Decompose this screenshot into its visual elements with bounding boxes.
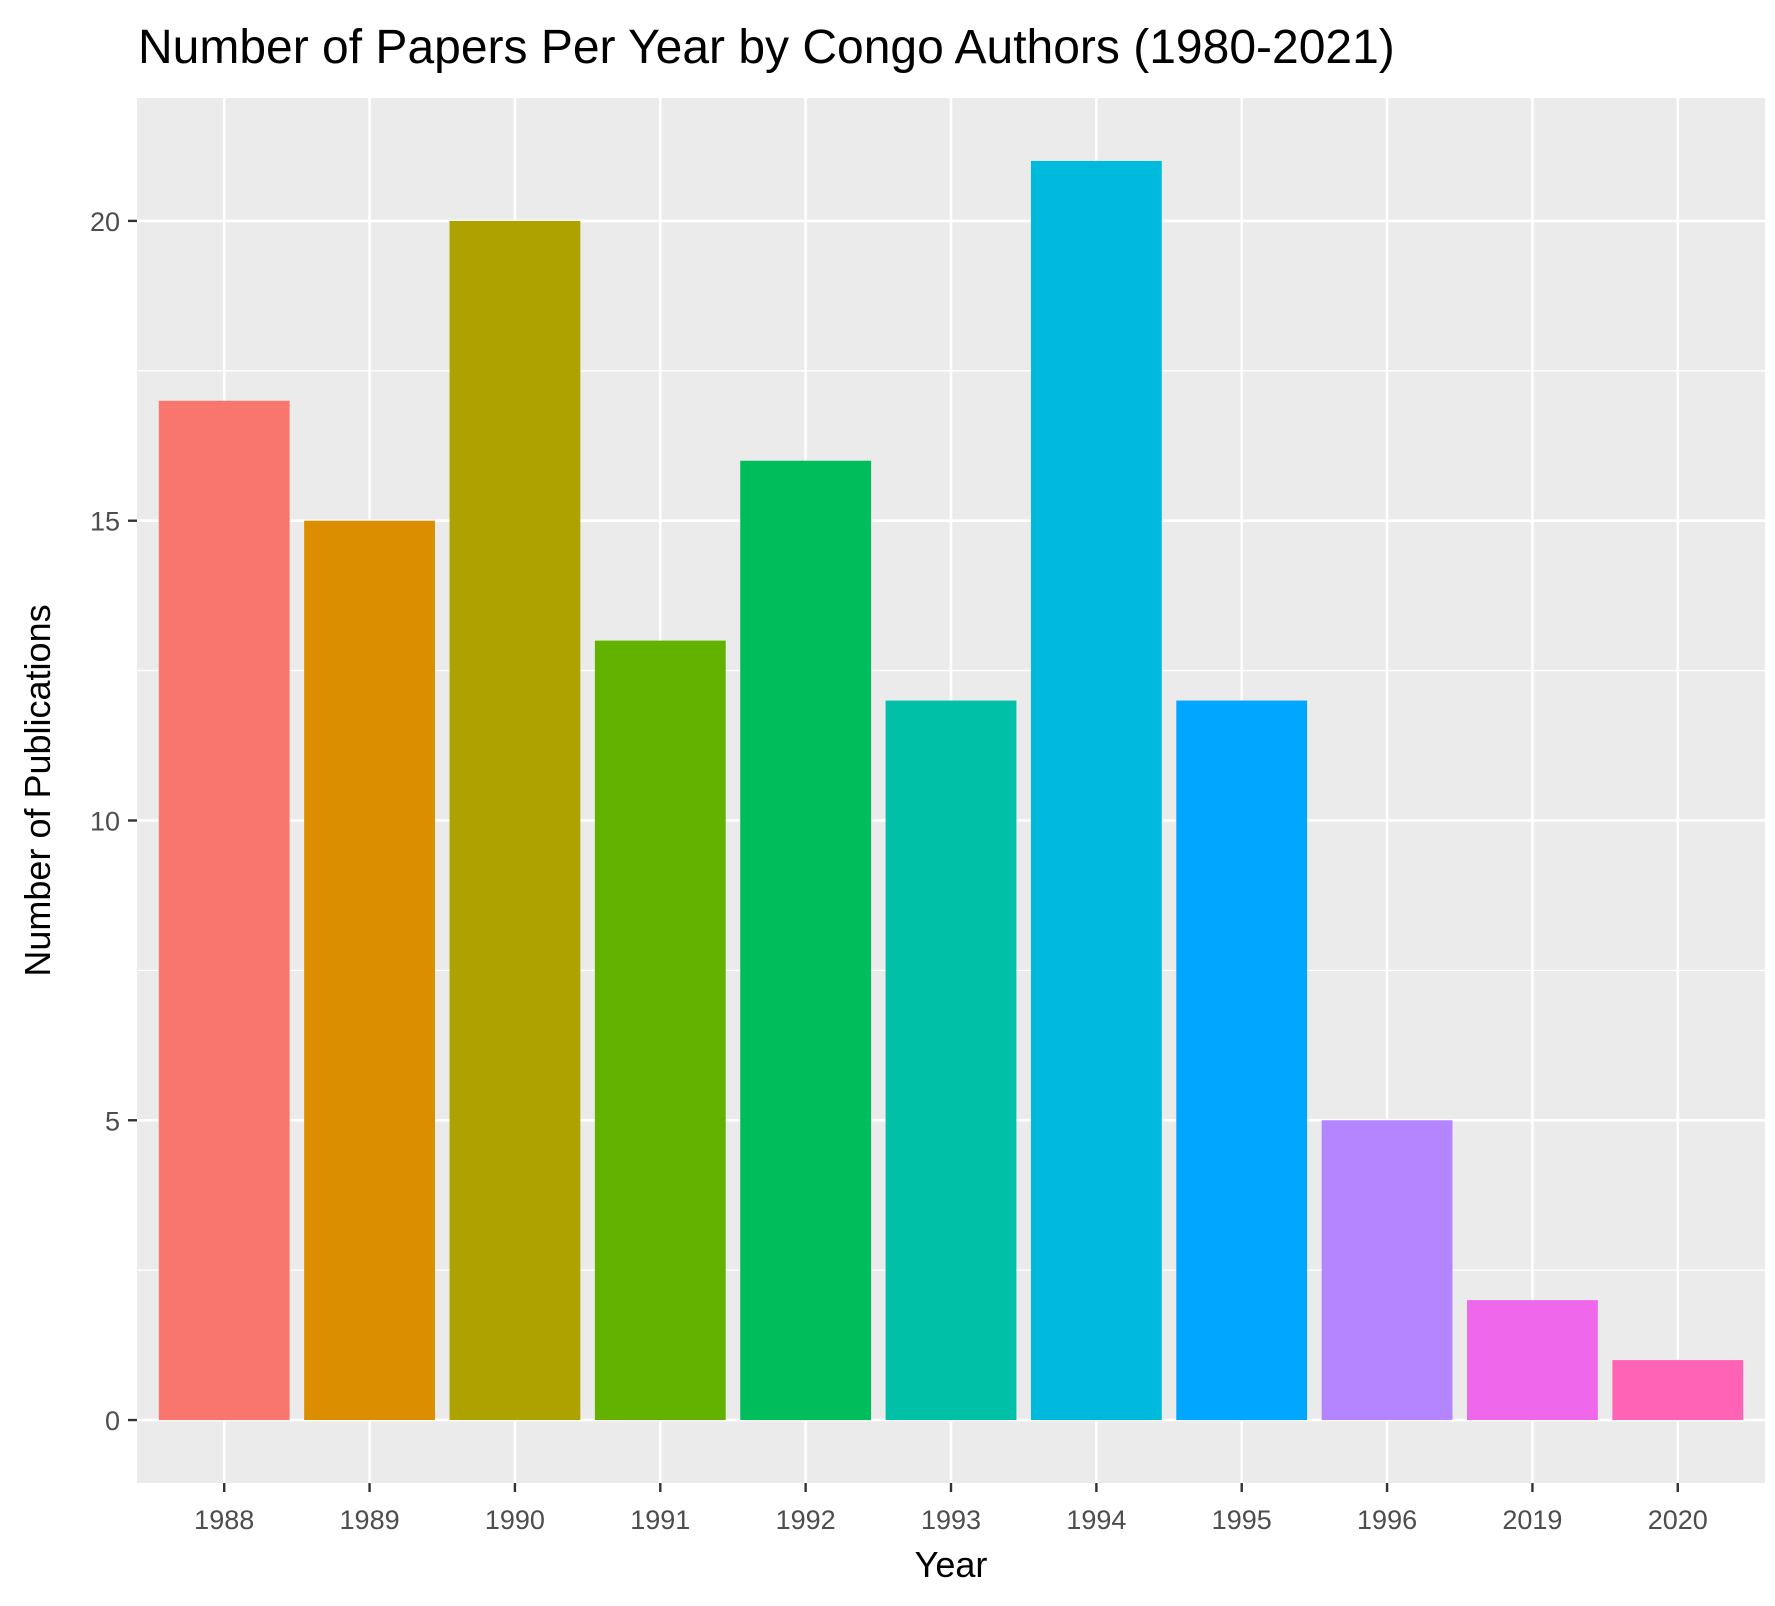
bar-1989 (304, 520, 435, 1421)
bar-1992 (740, 460, 872, 1421)
y-tick-label: 10 (90, 806, 120, 836)
chart-title: Number of Papers Per Year by Congo Autho… (138, 21, 1395, 74)
bar-1991 (594, 640, 726, 1421)
y-axis-title: Number of Publications (17, 604, 58, 976)
bar-1993 (885, 700, 1017, 1421)
bar-1988 (158, 400, 290, 1421)
bar-1994 (1030, 160, 1162, 1421)
x-tick-label: 1989 (340, 1505, 400, 1535)
bar-1995 (1176, 700, 1308, 1421)
x-tick-label: 1990 (485, 1505, 545, 1535)
x-tick-label: 1993 (921, 1505, 981, 1535)
y-tick-label: 20 (90, 207, 120, 237)
y-tick-label: 5 (105, 1106, 120, 1136)
x-tick-label: 1992 (776, 1505, 836, 1535)
y-tick-label: 15 (90, 507, 120, 537)
y-axis: 0 5 10 15 20 (90, 207, 137, 1436)
x-tick-label: 1991 (630, 1505, 690, 1535)
x-tick-label: 2020 (1648, 1505, 1708, 1535)
x-tick-label: 1988 (194, 1505, 254, 1535)
bar-1996 (1321, 1120, 1453, 1421)
x-tick-label: 2019 (1502, 1505, 1562, 1535)
x-tick-label: 1995 (1212, 1505, 1272, 1535)
bar-1990 (449, 220, 581, 1421)
x-tick-label: 1994 (1066, 1505, 1126, 1535)
bar-2019 (1467, 1300, 1598, 1421)
bars (158, 160, 1744, 1421)
bar-2020 (1612, 1360, 1744, 1421)
x-axis: 1988 1989 1990 1991 1992 1993 1994 1995 1996 2019… (194, 1483, 1708, 1535)
x-tick-label: 1996 (1357, 1505, 1417, 1535)
y-tick-label: 0 (105, 1406, 120, 1436)
x-axis-title: Year (915, 1544, 988, 1585)
